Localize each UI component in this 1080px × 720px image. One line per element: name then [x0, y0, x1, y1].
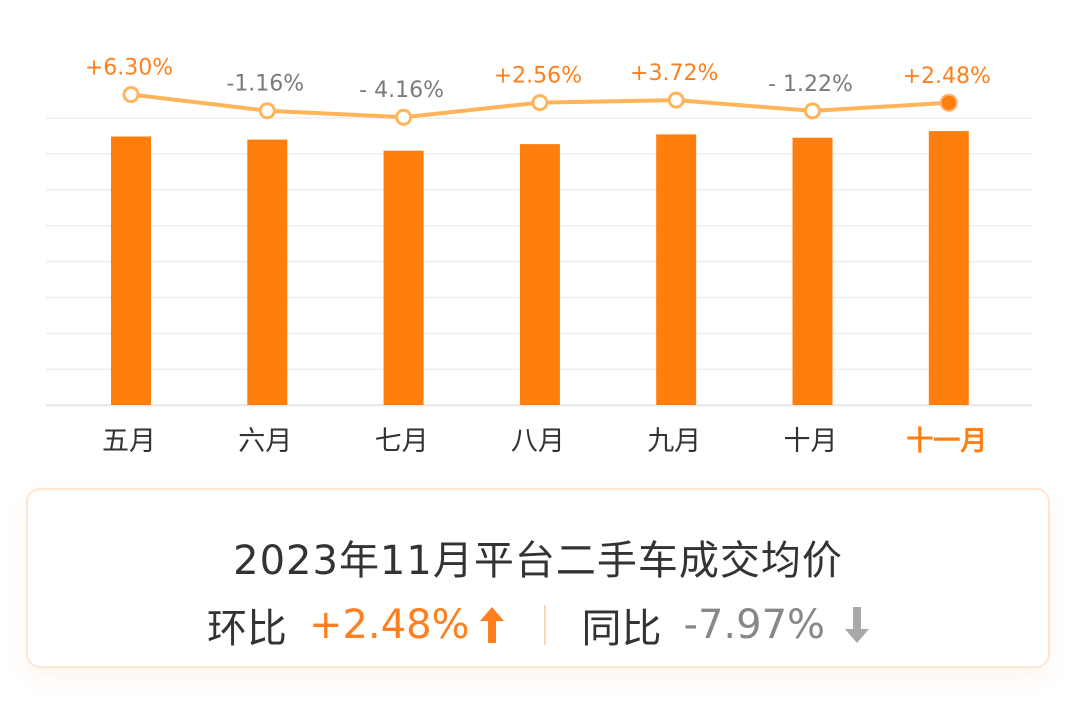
bar: [111, 136, 151, 405]
bar: [792, 137, 833, 405]
yoy-value: -7.97%: [683, 602, 826, 648]
summary-card: 2023年11月平台二手车成交均价 环比 +2.48% 同比 -7.97%: [26, 488, 1050, 668]
growth-point: [395, 108, 413, 126]
arrow-down-icon: [845, 607, 870, 643]
growth-labels: +6.30% -1.16% - 4.16% +2.56% +3.72% - 1.22% +2…: [85, 56, 991, 104]
x-tick-label: 十月: [784, 426, 838, 457]
growth-point: [122, 86, 140, 103]
growth-label: - 4.16%: [359, 78, 444, 103]
growth-label: +2.48%: [903, 64, 991, 89]
mom-label: 环比: [206, 606, 287, 652]
bar: [656, 134, 697, 405]
growth-label: -1.16%: [226, 72, 304, 97]
x-tick-label: 十一月: [906, 426, 987, 457]
bars: [111, 131, 969, 405]
yoy-label: 同比: [581, 606, 662, 652]
growth-point: [531, 94, 549, 112]
growth-point: [258, 102, 276, 120]
mom-value: +2.48%: [308, 602, 470, 648]
chart: +6.30% -1.16% - 4.16% +2.56% +3.72% - 1.22% +2…: [46, 56, 1032, 457]
x-tick-label: 五月: [102, 426, 156, 457]
x-tick-label: 七月: [375, 426, 429, 457]
x-axis: 五月 六月 七月 八月 九月 十月 十一月: [102, 426, 987, 457]
growth-point: [667, 91, 685, 109]
growth-label: +3.72%: [630, 61, 718, 86]
growth-line: [122, 86, 958, 126]
growth-label: +6.30%: [85, 56, 173, 81]
growth-label: +2.56%: [494, 64, 582, 89]
bar: [519, 144, 560, 405]
growth-label: - 1.22%: [768, 72, 853, 97]
bar: [383, 150, 424, 405]
stats-row: 环比 +2.48% 同比 -7.97%: [28, 596, 1048, 654]
arrow-up-icon: [479, 607, 504, 643]
x-tick-label: 八月: [511, 426, 565, 457]
growth-point: [939, 93, 958, 112]
x-tick-label: 九月: [647, 426, 701, 457]
growth-point: [804, 102, 821, 120]
bar: [928, 131, 969, 405]
x-tick-label: 六月: [238, 426, 292, 457]
bar: [247, 139, 288, 405]
stats-divider: [543, 605, 546, 645]
summary-title: 2023年11月平台二手车成交均价: [233, 538, 843, 584]
